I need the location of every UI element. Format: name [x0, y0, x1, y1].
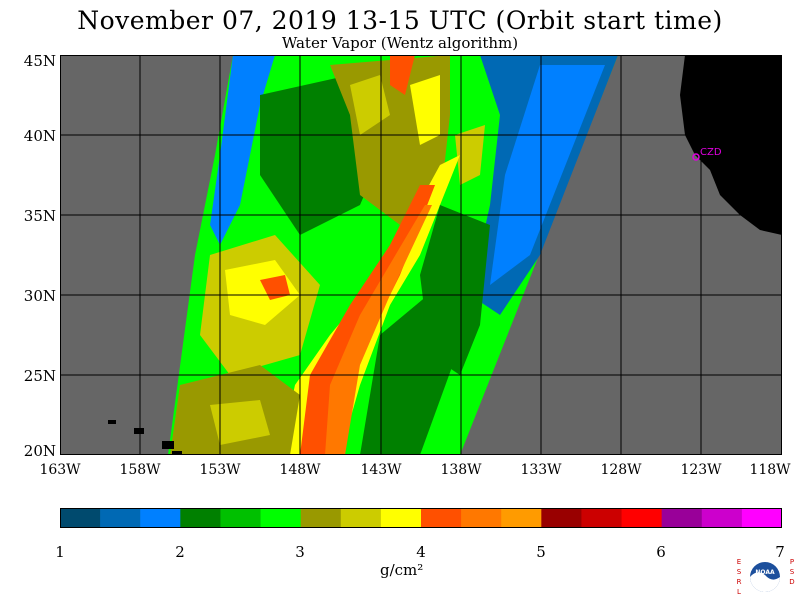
- lat-label-40n: 40N: [23, 127, 56, 145]
- logo-letter: S: [737, 568, 742, 576]
- california-coast: [680, 55, 782, 235]
- colorbar-swatch: [100, 508, 141, 528]
- lat-label-20n: 20N: [23, 442, 56, 460]
- lat-label-35n: 35N: [23, 207, 56, 225]
- colorbar-swatch: [180, 508, 221, 528]
- lon-label-138w: 138W: [440, 462, 482, 478]
- logo-letter: D: [789, 578, 794, 586]
- lon-label-148w: 148W: [279, 462, 321, 478]
- logo-letter: L: [737, 588, 741, 596]
- colorbar-swatch: [220, 508, 262, 528]
- colorbar-swatch: [581, 508, 623, 528]
- czd-marker-icon: [692, 153, 700, 161]
- lat-label-45n: 45N: [23, 52, 56, 70]
- svg-text:NOAA: NOAA: [755, 569, 775, 576]
- lon-label-163w: 163W: [39, 462, 81, 478]
- colorbar-tick-3: 3: [295, 543, 305, 561]
- colorbar-swatch: [340, 508, 382, 528]
- colorbar-swatch: [260, 508, 302, 528]
- psd-letters: PSD: [789, 558, 794, 586]
- lon-label-133w: 133W: [520, 462, 562, 478]
- colorbar-swatch: [661, 508, 703, 528]
- lat-lon-grid: [60, 55, 782, 455]
- map-title: November 07, 2019 13-15 UTC (Orbit start…: [77, 6, 723, 35]
- colorbar-tick-2: 2: [175, 543, 185, 561]
- logo-letter: P: [790, 558, 794, 566]
- lon-label-143w: 143W: [360, 462, 402, 478]
- lon-label-118w: 118W: [749, 462, 791, 478]
- colorbar-swatch: [60, 508, 101, 528]
- colorbar-swatch: [541, 508, 582, 528]
- map-subtitle: Water Vapor (Wentz algorithm): [281, 34, 519, 52]
- colorbar: [60, 508, 782, 528]
- hawaii-islands: [108, 420, 182, 455]
- colorbar-tick-7: 7: [775, 543, 785, 561]
- colorbar-swatch: [300, 508, 342, 528]
- colorbar-swatch: [380, 508, 422, 528]
- satellite-swath: [168, 55, 618, 455]
- lon-label-128w: 128W: [600, 462, 642, 478]
- logo-letter: R: [737, 578, 742, 586]
- logo-letter: E: [737, 558, 741, 566]
- colorbar-tick-6: 6: [656, 543, 666, 561]
- colorbar-swatch: [421, 508, 462, 528]
- colorbar-swatch: [701, 508, 743, 528]
- colorbar-tick-1: 1: [55, 543, 65, 561]
- colorbar-swatches: [60, 508, 782, 528]
- colorbar-swatch: [140, 508, 181, 528]
- colorbar-swatch: [461, 508, 502, 528]
- colorbar-swatch: [621, 508, 663, 528]
- logo-letter: S: [790, 568, 795, 576]
- lon-label-158w: 158W: [119, 462, 161, 478]
- lat-label-25n: 25N: [23, 367, 56, 385]
- colorbar-units: g/cm²: [380, 561, 424, 579]
- colorbar-swatch: [501, 508, 542, 528]
- water-vapor-map: [60, 55, 782, 455]
- place-label-czd: CZD: [700, 147, 722, 158]
- lon-label-123w: 123W: [680, 462, 722, 478]
- lon-label-153w: 153W: [199, 462, 241, 478]
- lat-label-30n: 30N: [23, 287, 56, 305]
- colorbar-tick-5: 5: [536, 543, 546, 561]
- colorbar-tick-4: 4: [416, 543, 426, 561]
- colorbar-swatch: [741, 508, 782, 528]
